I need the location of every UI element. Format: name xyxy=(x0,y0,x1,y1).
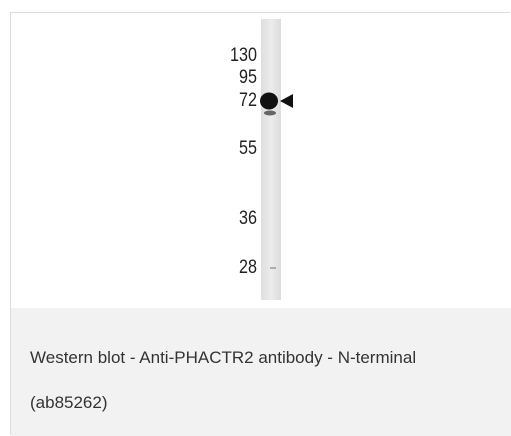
caption-text: Western blot - Anti-PHACTR2 antibody - N… xyxy=(30,335,475,425)
marker-label: 95 xyxy=(239,66,257,88)
marker-label: 36 xyxy=(239,207,257,229)
marker-label: 72 xyxy=(239,89,257,111)
blot-band xyxy=(260,93,278,110)
caption-area: Western blot - Anti-PHACTR2 antibody - N… xyxy=(11,308,511,436)
blot-lane xyxy=(261,19,281,300)
band-arrow xyxy=(280,94,293,108)
marker-label: 28 xyxy=(239,256,257,278)
marker-label: 130 xyxy=(230,44,257,66)
marker-label: 55 xyxy=(239,137,257,159)
blot-faint-band xyxy=(264,111,276,116)
